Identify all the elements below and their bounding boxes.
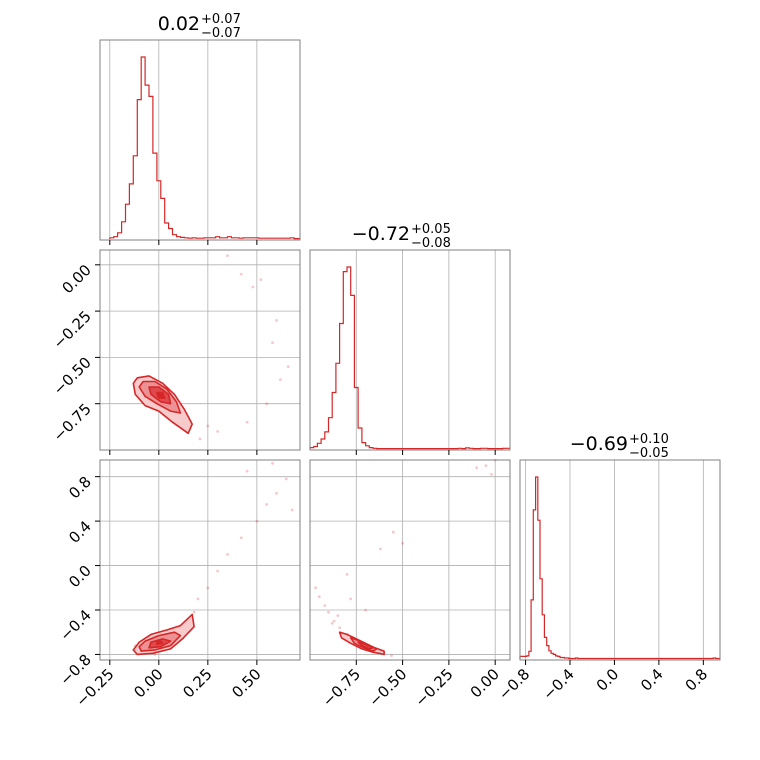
xtick-label-p1-1: 0.00 (130, 665, 166, 701)
title-minus-1: −0.07 (201, 26, 241, 41)
sample-point-p1p3-6 (192, 610, 196, 614)
contour-p1p3-4 (156, 640, 164, 646)
ytick-label-p2-0: −0.75 (50, 400, 95, 445)
sample-point-p2p3-3 (327, 610, 330, 614)
panel-bg-r1c1 (100, 40, 300, 240)
title-plus-1: +0.07 (201, 12, 241, 27)
panel-frame-r1c1 (99, 39, 301, 241)
sample-point-p1p2-16 (239, 272, 243, 276)
ytick-label-p3-3: 0.4 (65, 517, 95, 547)
sample-point-p2p3-12 (390, 654, 393, 657)
xtick-label-p3-0: −0.8 (495, 665, 533, 703)
sample-point-p2p3-4 (332, 619, 336, 623)
xtick-label-p2-2: −0.25 (411, 665, 456, 710)
panel-bg-r3c2 (310, 460, 510, 660)
sample-point-p1p2-23 (198, 437, 202, 441)
sample-point-p2p3-22 (475, 466, 479, 470)
contour-p2p3-3 (357, 641, 374, 650)
sample-point-p2p3-17 (379, 547, 382, 551)
panel-bg-r3c3 (520, 460, 720, 660)
title-plus-2: +0.05 (411, 222, 451, 237)
ytick-label-p3-4: 0.8 (65, 473, 95, 503)
sample-point-p1p3-22 (196, 597, 200, 601)
xtick-label-p2-3: 0.00 (467, 665, 503, 701)
sample-point-p1p2-22 (271, 341, 274, 344)
sample-point-p1p3-19 (271, 461, 274, 465)
ytick-label-p2-2: −0.25 (50, 307, 95, 352)
sample-point-p1p2-12 (216, 430, 220, 433)
title-param-3: −0.69 +0.10 −0.05 (570, 432, 669, 461)
sample-point-p1p2-14 (265, 402, 269, 406)
ytick-label-p3-1: −0.4 (56, 606, 94, 644)
sample-point-p1p3-15 (265, 503, 269, 506)
sample-point-p1p3-21 (216, 569, 220, 573)
title-plus-3: +0.10 (629, 432, 669, 447)
ytick-label-p2-1: −0.50 (50, 354, 95, 399)
sample-point-p1p3-16 (275, 491, 278, 495)
sample-point-p2p3-16 (401, 541, 404, 545)
histogram-p1 (109, 56, 300, 240)
sample-point-p2p3-20 (490, 473, 493, 476)
sample-point-p1p2-17 (251, 285, 255, 289)
title-param-2: −0.72 +0.05 −0.08 (352, 222, 451, 251)
sample-point-p1p2-19 (226, 254, 229, 257)
xtick-label-p3-1: −0.4 (539, 665, 577, 703)
title-param-1: 0.02 +0.07 −0.07 (158, 12, 241, 41)
ytick-label-p2-3: 0.00 (58, 261, 94, 297)
panel-frame-r3c1 (99, 459, 301, 661)
title-minus-2: −0.08 (411, 236, 451, 251)
sample-point-p1p3-18 (245, 469, 249, 473)
sample-point-p1p2-21 (286, 365, 290, 369)
ytick-label-p3-2: 0.0 (65, 562, 95, 592)
title-median-1: 0.02 (158, 13, 200, 35)
xtick-label-p3-4: 0.8 (682, 665, 712, 695)
sample-point-p2p3-19 (484, 464, 488, 467)
sample-point-p1p2-15 (279, 378, 282, 381)
contour-p1p2-4 (156, 391, 166, 399)
xtick-label-p2-0: −0.75 (319, 665, 364, 710)
histogram-p3 (519, 476, 720, 660)
sample-point-p2p3-18 (391, 530, 395, 534)
sample-point-p1p3-11 (206, 586, 210, 590)
title-minus-3: −0.05 (629, 446, 669, 461)
panel-frame-r3c2 (309, 459, 511, 661)
xtick-label-p1-2: 0.25 (179, 665, 215, 701)
sample-point-p2p3-1 (317, 595, 321, 599)
plot-data (109, 56, 720, 660)
panel-bg-r2c1 (100, 250, 300, 450)
sample-point-p1p2-24 (206, 424, 210, 428)
sample-point-p1p2-13 (245, 420, 249, 424)
sample-point-p2p3-23 (336, 614, 340, 617)
panel-bg-r3c1 (100, 460, 300, 660)
sample-point-p1p3-17 (284, 477, 288, 481)
sample-point-p1p3-20 (290, 508, 294, 512)
sample-point-p1p2-20 (275, 319, 278, 322)
sample-point-p2p3-14 (345, 573, 349, 576)
sample-point-p1p3-12 (226, 553, 229, 556)
xtick-label-p1-3: 0.50 (228, 665, 264, 701)
title-median-3: −0.69 (570, 433, 628, 455)
sample-point-p1p3-13 (239, 536, 243, 540)
panel-frames (99, 39, 721, 661)
sample-point-p1p2-18 (259, 278, 263, 281)
xtick-label-p3-2: 0.0 (593, 665, 623, 695)
panel-frame-r2c1 (99, 249, 301, 451)
sample-point-p2p3-15 (364, 608, 367, 612)
xtick-label-p3-3: 0.4 (637, 665, 667, 695)
sample-point-p2p3-0 (314, 586, 317, 590)
sample-point-p2p3-24 (330, 621, 334, 625)
panel-frame-r3c3 (519, 459, 721, 661)
xtick-label-p2-1: −0.50 (365, 665, 410, 710)
title-median-2: −0.72 (352, 223, 410, 245)
panel-frame-r2c2 (309, 249, 511, 451)
gridlines (100, 40, 704, 660)
sample-point-p2p3-13 (349, 597, 353, 601)
plot-fills (100, 40, 720, 660)
sample-point-p1p3-14 (255, 519, 259, 523)
histogram-p2 (309, 266, 510, 450)
sample-point-p2p3-2 (323, 604, 327, 607)
sample-point-p2p3-5 (338, 626, 341, 630)
